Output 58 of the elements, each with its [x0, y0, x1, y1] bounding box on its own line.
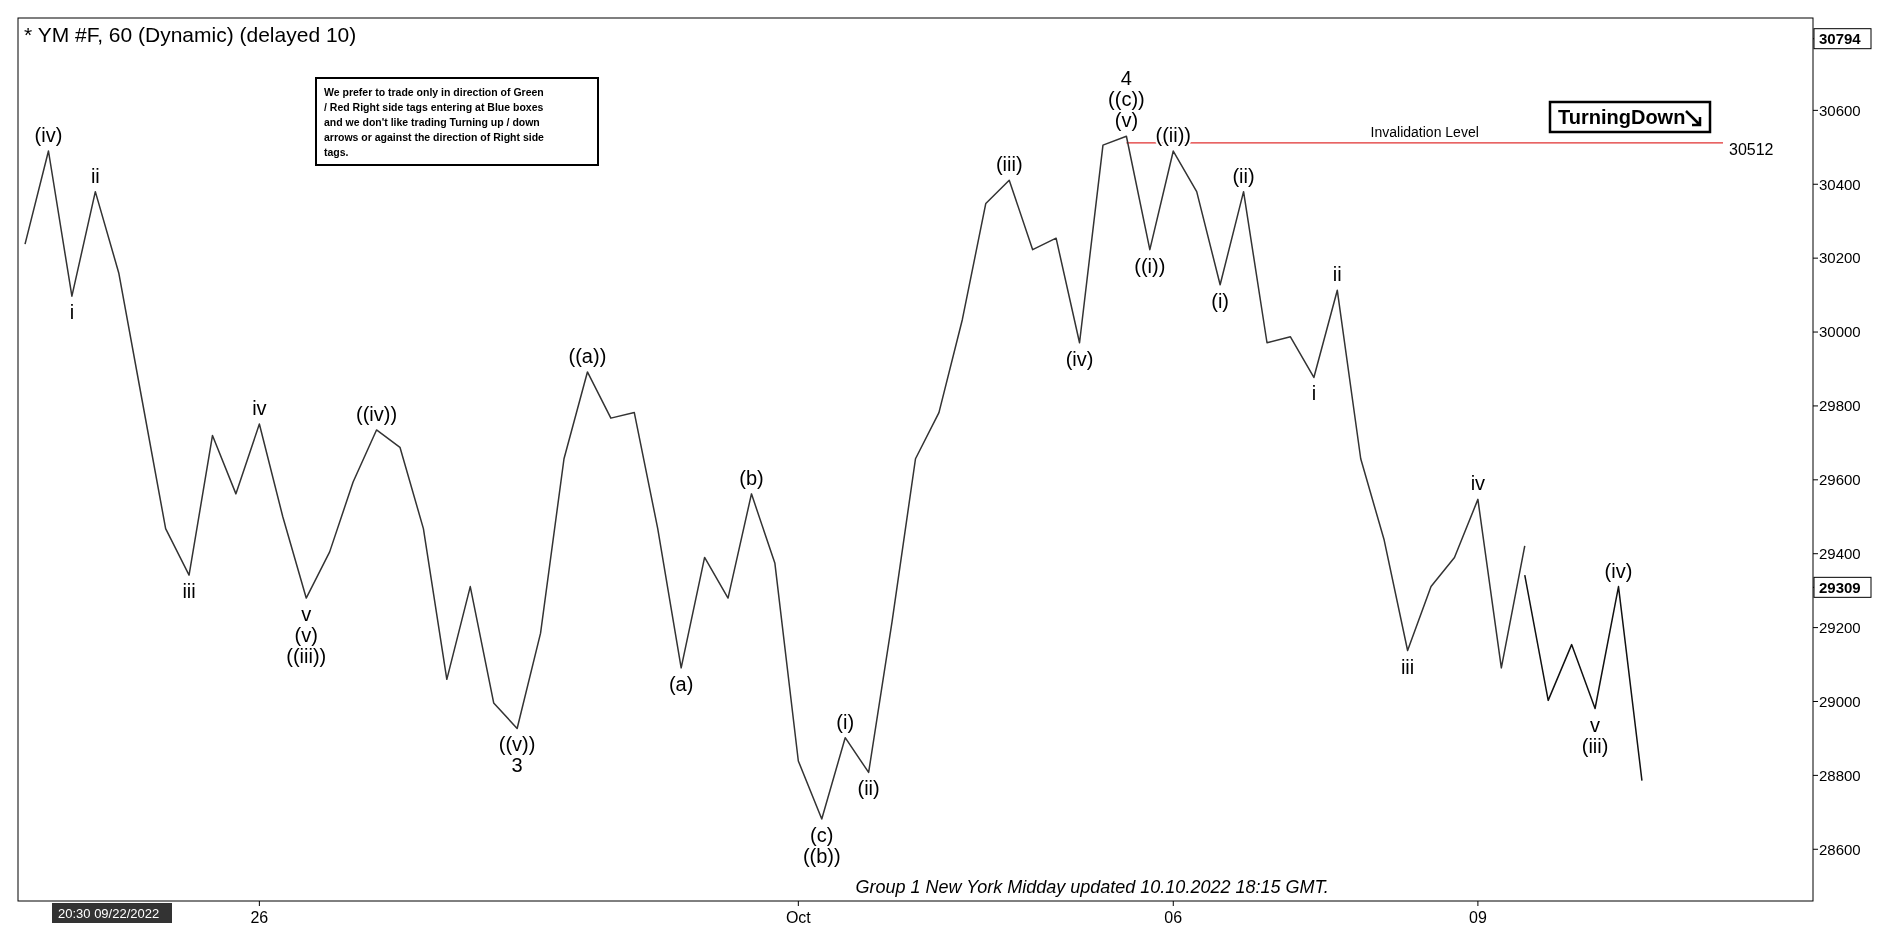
annotation: (ii) — [1232, 164, 1255, 187]
annotation: (i) — [1211, 289, 1230, 312]
annotation: (ii) — [857, 777, 880, 800]
annotation: (iii) — [995, 153, 1023, 176]
annotation: v — [1590, 713, 1601, 736]
y-tick-label: 28800 — [1819, 766, 1861, 784]
y-tick-label: 30200 — [1819, 249, 1861, 267]
y-tick-label: 30400 — [1819, 175, 1861, 193]
annotation: (iii) — [1581, 734, 1609, 757]
annotation: ((c)) — [1108, 88, 1145, 111]
annotation: (c) — [810, 823, 834, 846]
x-tick-label: Oct — [785, 909, 812, 926]
annotation: (i) — [836, 710, 855, 733]
annotation: iii — [182, 580, 196, 603]
annotation: 30512 — [1729, 140, 1774, 158]
annotation: (a) — [668, 672, 694, 695]
annotation: 4 — [1120, 67, 1132, 90]
annotation: ((i)) — [1134, 254, 1166, 277]
annotation: ((iii)) — [286, 645, 327, 668]
annotation: ((a)) — [568, 344, 607, 367]
annotation: i — [69, 301, 75, 324]
y-tick-label: 29600 — [1819, 471, 1861, 489]
y-tick-label: 30794 — [1819, 29, 1862, 47]
y-tick-label: 30000 — [1819, 323, 1861, 341]
chart-title: * YM #F, 60 (Dynamic) (delayed 10) — [24, 23, 357, 46]
annotation: iv — [1470, 472, 1486, 495]
annotation: TurningDown — [1558, 106, 1686, 128]
x-tick-label: 26 — [250, 909, 269, 926]
y-tick-label: 29200 — [1819, 618, 1861, 636]
annotation: (iv) — [34, 124, 63, 146]
text: 20:30 09/22/2022 — [58, 906, 160, 921]
annotation: (v) — [294, 624, 318, 647]
annotation: ((ii)) — [1155, 124, 1192, 146]
y-tick-label: 30600 — [1819, 101, 1861, 119]
y-tick-label: 29309 — [1819, 578, 1861, 596]
annotation: ii — [1332, 263, 1342, 286]
y-tick-label: 29000 — [1819, 692, 1861, 710]
annotation: We prefer to trade only in direction of Green / Red Right side tags entering at Blue boxes and we don't like trading Turning up / down arrows or against the direction of Right side tags. — [324, 86, 545, 158]
annotation: 3 — [511, 754, 523, 777]
x-tick-label: 09 — [1469, 909, 1487, 926]
annotation: (b) — [739, 466, 764, 489]
annotation: iv — [252, 397, 267, 420]
annotation: i — [1311, 382, 1317, 405]
annotation: Group 1 New York Midday updated 10.10.2022 18:15 GMT. — [855, 877, 1329, 897]
annotation: (iv) — [1604, 559, 1633, 582]
note-box: We prefer to trade only in direction of Green / Red Right side tags entering at Blue boxes and we don't like trading Turning up / down arrows or against the direction of Right side tags. — [315, 77, 599, 166]
annotation: ((v)) — [498, 733, 536, 756]
y-tick-label: 29400 — [1819, 544, 1861, 562]
annotation: ii — [90, 164, 100, 187]
annotation: (iv) — [1065, 347, 1094, 370]
ref-line-label: Invalidation Level — [1370, 123, 1479, 140]
annotation: v — [301, 603, 312, 626]
x-tick-label: 06 — [1164, 909, 1183, 926]
annotation: iii — [1400, 655, 1415, 678]
y-tick-label: 29800 — [1819, 397, 1861, 415]
annotation: (v) — [1114, 109, 1139, 132]
y-tick-label: 28600 — [1819, 840, 1861, 858]
annotation: ((iv)) — [355, 402, 398, 425]
